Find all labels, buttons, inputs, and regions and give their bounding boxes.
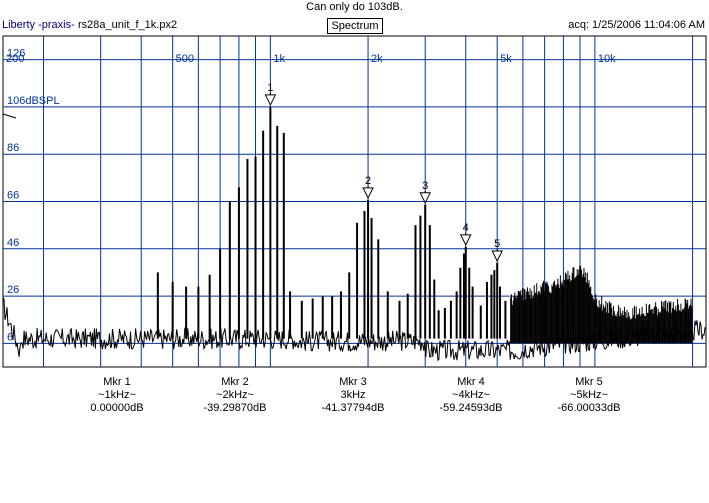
marker-frequency: ~2kHz~	[216, 389, 254, 401]
y-tick-label: 126	[7, 48, 25, 60]
noise-floor-trace	[2, 296, 707, 362]
marker-value: -41.37794dB	[321, 402, 385, 414]
marker-frequency: ~5kHz~	[570, 389, 608, 401]
x-tick-label: 2k	[371, 53, 383, 65]
spectrum-view-button[interactable]: Spectrum	[327, 18, 383, 34]
marker-arrow	[264, 94, 277, 107]
marker-frequency: ~4kHz~	[452, 389, 490, 401]
marker-value: -59.24593dB	[439, 402, 503, 414]
marker-readout-4: Mkr 4 ~4kHz~ -59.24593dB	[416, 376, 526, 415]
axis-labels: 200 500 1k 2k 5k 10k 126 106dBSPL 86 66 46 26 6	[6, 48, 616, 344]
high-frequency-lines	[510, 265, 693, 344]
y-tick-label: 6	[7, 331, 13, 343]
marker-name: Mkr 2	[221, 376, 249, 388]
marker-number: 2	[365, 175, 371, 187]
y-tick-label: 106dBSPL	[7, 95, 60, 107]
reference-level-indicator	[2, 113, 17, 119]
x-tick-label: 500	[176, 53, 194, 65]
marker-arrow	[459, 234, 472, 247]
x-tick-label: 5k	[500, 53, 512, 65]
file-name: rs28a_unit_f_1k.px2	[78, 19, 178, 31]
acquisition-timestamp: acq: 1/25/2006 11:04:06 AM	[568, 19, 705, 31]
marker-value: -39.29870dB	[203, 402, 267, 414]
marker-arrow	[362, 187, 374, 199]
marker-name: Mkr 5	[575, 376, 603, 388]
marker-readout-1: Mkr 1 ~1kHz~ 0.00000dB	[62, 376, 172, 415]
noise-trace	[2, 296, 707, 362]
y-tick-label: 86	[7, 142, 19, 154]
marker-number: 5	[494, 238, 500, 250]
marker-number: 3	[422, 180, 428, 192]
marker-arrow	[419, 192, 432, 204]
marker-frequency: ~1kHz~	[98, 389, 136, 401]
marker-name: Mkr 3	[339, 376, 367, 388]
x-tick-label: 1k	[273, 53, 285, 65]
status-note: Can only do 103dB.	[306, 1, 403, 13]
y-tick-label: 26	[7, 284, 19, 296]
marker-value: 0.00000dB	[90, 402, 144, 414]
x-tick-label: 10k	[598, 53, 616, 65]
marker-frequency: 3kHz	[340, 389, 366, 401]
marker-readout-2: Mkr 2 ~2kHz~ -39.29870dB	[180, 376, 290, 415]
marker-arrow	[491, 250, 504, 263]
marker-arrows: 1 2 3 4 5	[264, 82, 504, 263]
x-tick-label: 200	[6, 53, 24, 65]
marker-number: 4	[463, 222, 469, 234]
marker-name: Mkr 1	[103, 376, 131, 388]
y-tick-label: 46	[7, 237, 19, 249]
y-tick-label: 66	[7, 190, 19, 202]
marker-name: Mkr 4	[457, 376, 485, 388]
app-name: Liberty -praxis-	[2, 19, 75, 31]
marker-value: -66.00033dB	[557, 402, 621, 414]
spectrum-plot[interactable]: 1 2 3 4 5 200 500 1k 2k 5k 10k 126 106dBSPL 86 66 46 26…	[0, 34, 709, 368]
spectral-lines	[156, 106, 507, 339]
marker-number: 1	[267, 82, 273, 94]
marker-readout-3: Mkr 3 3kHz -41.37794dB	[298, 376, 408, 415]
marker-readout-5: Mkr 5 ~5kHz~ -66.00033dB	[534, 376, 644, 415]
